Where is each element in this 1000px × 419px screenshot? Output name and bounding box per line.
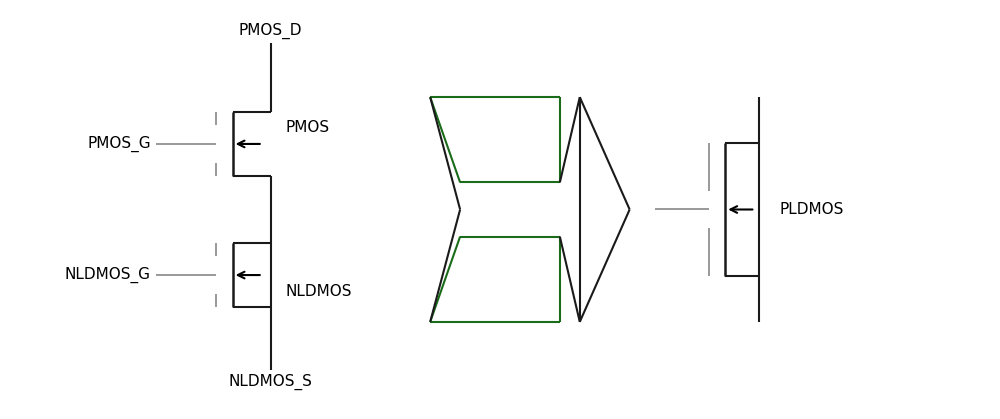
Text: PMOS_D: PMOS_D [239,23,302,39]
Text: PLDMOS: PLDMOS [779,202,844,217]
Text: NLDMOS_G: NLDMOS_G [65,267,151,283]
Text: NLDMOS: NLDMOS [286,284,352,299]
Text: NLDMOS_S: NLDMOS_S [229,374,313,390]
Text: PMOS: PMOS [286,120,330,135]
Text: PMOS_G: PMOS_G [87,136,151,152]
